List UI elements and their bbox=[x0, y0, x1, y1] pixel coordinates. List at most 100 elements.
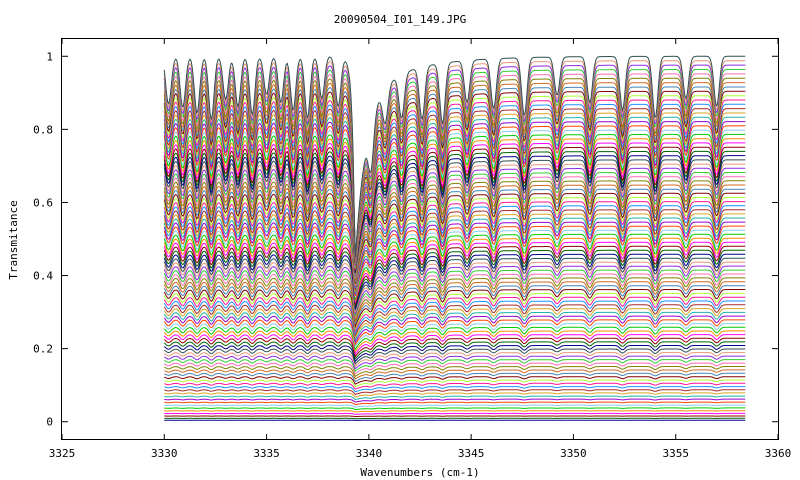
spectrum-series-line bbox=[163, 315, 746, 344]
y-axis: 0 0.2 0.4 0.6 0.8 1 bbox=[33, 50, 778, 429]
spectrum-series-line bbox=[163, 159, 746, 274]
spectrum-series-line bbox=[163, 77, 746, 260]
plot-frame bbox=[61, 38, 779, 440]
y-axis-label: Transmitance bbox=[7, 200, 20, 279]
spectrum-series-line bbox=[163, 90, 746, 261]
spectrum-series-line bbox=[164, 386, 746, 393]
spectrum-series-line bbox=[164, 379, 746, 388]
spectrum-series-line bbox=[163, 311, 746, 342]
spectrum-series-line bbox=[164, 407, 746, 411]
spectrum-series-line bbox=[163, 249, 746, 307]
spectrum-series-line bbox=[163, 69, 746, 259]
spectrum-series-line bbox=[163, 281, 746, 323]
spectrum-series-line bbox=[163, 138, 746, 269]
spectrum-series-line bbox=[163, 192, 746, 284]
y-tick-label: 1 bbox=[46, 50, 53, 63]
spectrum-series-line bbox=[163, 121, 746, 266]
spectrum-series-line bbox=[163, 337, 746, 358]
spectrum-series-line bbox=[163, 237, 746, 302]
x-tick-label: 3340 bbox=[356, 447, 383, 460]
spectrum-series-line bbox=[163, 133, 746, 268]
spectrum-series-line bbox=[163, 64, 746, 258]
x-tick-label: 3330 bbox=[151, 447, 178, 460]
spectrum-series-line bbox=[164, 376, 746, 385]
spectrum-series-line bbox=[163, 112, 746, 264]
spectrum-series-line bbox=[163, 125, 746, 266]
spectrum-series-line bbox=[163, 167, 746, 276]
spectrum-series-line bbox=[163, 229, 746, 298]
spectrum-series-line bbox=[163, 103, 746, 263]
spectrum-series-line bbox=[163, 323, 746, 349]
spectrum-series-line bbox=[163, 146, 746, 271]
spectrum-series-line bbox=[163, 116, 746, 265]
x-axis-label: Wavenumbers (cm-1) bbox=[360, 466, 479, 479]
spectrum-series-line bbox=[164, 404, 746, 408]
spectrum-series-line bbox=[163, 55, 746, 258]
spectrum-series-line bbox=[163, 269, 746, 317]
spectrum-series-line bbox=[163, 245, 746, 305]
spectrum-series-line bbox=[164, 398, 746, 403]
spectrum-series-line bbox=[164, 369, 746, 380]
x-tick-label: 3360 bbox=[765, 447, 792, 460]
spectrum-series-line bbox=[164, 372, 746, 383]
spectrum-series-line bbox=[163, 95, 746, 261]
spectrum-series-line bbox=[163, 60, 746, 258]
spectrum-series-line bbox=[164, 412, 746, 415]
spectrum-series-line bbox=[164, 359, 746, 373]
spectrum-series-line bbox=[163, 108, 746, 263]
spectrum-series-line bbox=[163, 289, 746, 329]
y-tick-label: 0.6 bbox=[33, 196, 53, 209]
spectrum-series-line bbox=[164, 401, 746, 406]
spectrum-series-line bbox=[163, 253, 746, 309]
spectrum-series-line bbox=[163, 221, 746, 295]
spectrum-series-line bbox=[163, 213, 746, 292]
y-tick-label: 0.2 bbox=[33, 343, 53, 356]
series-layer bbox=[163, 55, 746, 421]
spectrum-series-line bbox=[163, 155, 746, 273]
x-tick-label: 3345 bbox=[458, 447, 485, 460]
spectrum-series-line bbox=[164, 389, 746, 395]
spectrum-series-line bbox=[163, 304, 746, 337]
x-tick-label: 3355 bbox=[662, 447, 689, 460]
spectrum-series-line bbox=[163, 330, 746, 353]
spectrum-series-line bbox=[163, 129, 746, 267]
spectrum-series-line bbox=[163, 233, 746, 300]
spectrum-series-line bbox=[163, 209, 746, 290]
spectrum-series-line bbox=[163, 176, 746, 279]
spectrum-series-line bbox=[164, 352, 746, 368]
spectrum-series-line bbox=[163, 292, 746, 331]
chart-title: 20090504_I01_149.JPG bbox=[334, 13, 466, 26]
x-tick-label: 3350 bbox=[560, 447, 587, 460]
y-tick-label: 0.4 bbox=[33, 270, 53, 283]
spectrum-series-line bbox=[163, 163, 746, 275]
spectrum-series-line bbox=[164, 362, 746, 375]
spectrum-series-line bbox=[164, 355, 746, 370]
spectrum-series-line bbox=[163, 319, 746, 346]
spectrum-series-line bbox=[163, 205, 746, 289]
spectrum-series-line bbox=[163, 300, 746, 335]
spectrum-series-line bbox=[163, 142, 746, 270]
spectrum-series-line bbox=[164, 382, 746, 390]
spectrum-series-line bbox=[163, 225, 746, 297]
spectrum-series-line bbox=[163, 296, 746, 333]
spectrum-series-line bbox=[163, 201, 746, 287]
spectrum-series-line bbox=[163, 184, 746, 282]
spectrum-series-line bbox=[163, 99, 746, 262]
spectrum-series-line bbox=[163, 257, 746, 311]
spectrum-series-line bbox=[163, 188, 746, 283]
x-tick-label: 3325 bbox=[49, 447, 76, 460]
spectrum-series-line bbox=[164, 410, 746, 413]
spectrum-series-line bbox=[163, 217, 746, 293]
spectrum-series-line bbox=[163, 172, 746, 278]
spectrum-series-line bbox=[163, 86, 746, 260]
x-axis: 3325 3330 3335 3340 3345 3350 3355 3360 bbox=[49, 38, 792, 460]
spectrum-series-line bbox=[163, 273, 746, 319]
x-tick-label: 3335 bbox=[253, 447, 280, 460]
spectrum-series-line bbox=[163, 344, 746, 363]
spectrum-series-line bbox=[163, 326, 746, 351]
spectrum-series-line bbox=[163, 285, 746, 325]
spectrum-series-line bbox=[163, 241, 746, 304]
spectrum-series-line bbox=[163, 82, 746, 260]
spectrum-series-line bbox=[163, 261, 746, 313]
